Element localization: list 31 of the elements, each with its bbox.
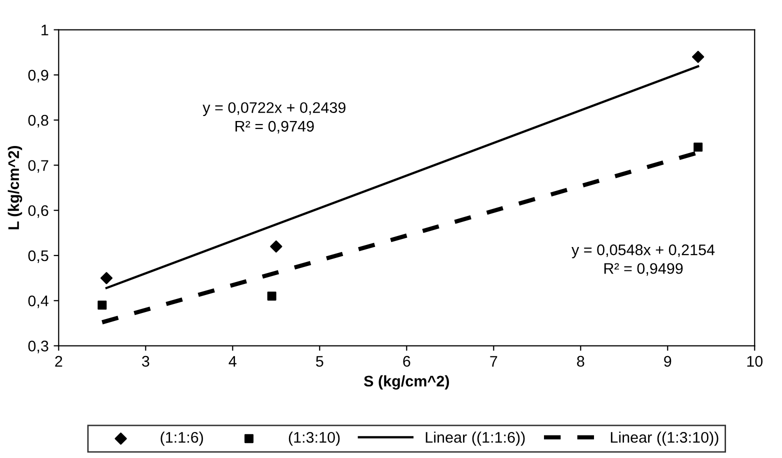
point [267,292,276,301]
y-tick-label: 0,8 [28,114,48,128]
x-axis-title: S (kg/cm^2) [364,375,449,390]
x-tick-label: 3 [142,356,150,367]
y-tick-label: 0,5 [28,250,48,263]
y-axis-title: L (kg/cm^2) [8,146,22,230]
y-tick-label: 0,4 [28,296,48,308]
point [98,300,107,310]
annotation: y = 0,0548x + 0,2154 R² = 0,9499 [572,244,715,276]
x-tick-label: 4 [228,356,236,367]
x-tick-label: 7 [490,356,498,367]
legend-label: (1:3:10) [288,432,340,446]
legend-label: Linear ((1:1:6)) [426,432,525,446]
y-tick-label: 0,3 [28,340,48,354]
x-tick-label: 8 [577,356,584,367]
x-tick-label: 5 [316,356,324,367]
point [100,272,113,284]
legend-label: Linear ((1:3:10)) [610,432,718,446]
y-tick-label: 1 [42,24,48,36]
x-tick-label: 2 [55,356,62,367]
y-tick-label: 0,9 [28,70,48,82]
x-tick-label: 9 [664,356,672,367]
point [270,240,282,253]
y-tick-label: 0,6 [28,205,48,218]
y-tick-label: 0,7 [28,160,48,173]
point [692,50,704,63]
x-tick-label: 10 [747,356,763,367]
legend-label: (1:1:6) [160,432,203,446]
point [694,142,703,152]
x-tick-label: 6 [403,356,410,367]
annotation: y = 0,0722x + 0,2439 R² = 0,9749 [202,102,346,134]
